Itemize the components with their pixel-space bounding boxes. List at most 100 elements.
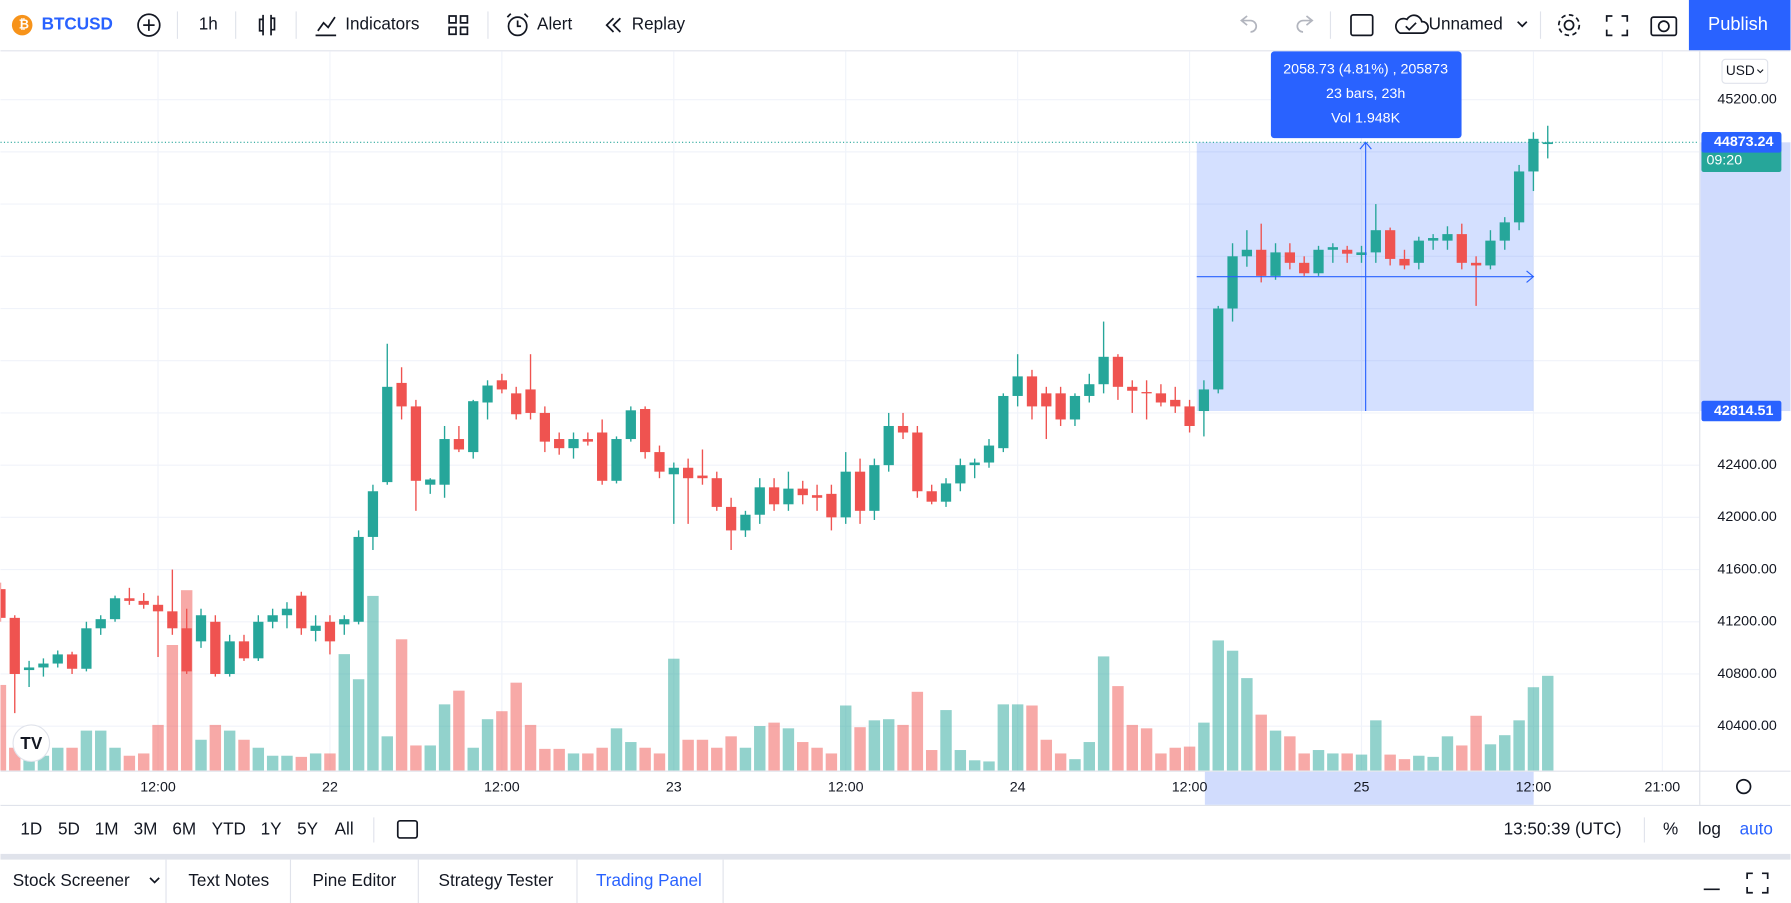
- fullscreen-toggle[interactable]: [1350, 13, 1374, 37]
- currency-button[interactable]: [1721, 58, 1769, 84]
- price-label-bg: [1701, 132, 1782, 153]
- interval[interactable]: 1h: [199, 15, 218, 34]
- volume-bar: [1069, 759, 1081, 771]
- volume-bar: [66, 747, 78, 771]
- candle-body: [109, 598, 121, 620]
- volume-bar: [1169, 747, 1181, 771]
- tv-logo[interactable]: [12, 724, 51, 763]
- candle-body: [1112, 356, 1124, 387]
- settings-icon[interactable]: [1563, 19, 1575, 31]
- candle-body: [811, 495, 823, 498]
- candle-body: [711, 478, 722, 507]
- volume-bar: [983, 761, 995, 771]
- layout-chevron[interactable]: [1517, 21, 1528, 28]
- candle-body: [611, 439, 622, 481]
- tab[interactable]: Stock Screener: [13, 871, 130, 890]
- volume-bar: [582, 753, 594, 771]
- candle-body: [940, 483, 952, 502]
- volume-bar: [1470, 715, 1482, 771]
- candle-body: [697, 475, 708, 479]
- axis-settings-icon[interactable]: [1735, 778, 1752, 795]
- chart-type-icon[interactable]: [258, 14, 276, 36]
- candle-body: [883, 425, 894, 466]
- redo-icon[interactable]: [1296, 15, 1314, 33]
- volume-bar: [1298, 753, 1310, 771]
- candle-body: [912, 432, 923, 492]
- candle-body: [124, 598, 135, 601]
- replay-icon[interactable]: [605, 17, 621, 33]
- candle-body: [439, 439, 450, 485]
- candle-body: [1313, 249, 1324, 274]
- y-tick-label: 41600.00: [1717, 561, 1777, 577]
- candle-body: [253, 621, 264, 659]
- settings-icon-gear: [1557, 13, 1581, 37]
- tab[interactable]: Text Notes: [188, 871, 269, 890]
- range-button[interactable]: 5Y: [297, 819, 319, 838]
- log-toggle[interactable]: log: [1698, 819, 1721, 838]
- symbol[interactable]: BTCUSD: [42, 15, 113, 34]
- range-button[interactable]: 1D: [20, 819, 42, 838]
- volume-bar: [1054, 753, 1067, 771]
- candle-body: [1342, 249, 1353, 254]
- panel-controls[interactable]: [1703, 872, 1769, 894]
- tab[interactable]: Strategy Tester: [439, 871, 554, 890]
- volume-bar: [1011, 704, 1024, 771]
- replay-button[interactable]: Replay: [632, 15, 686, 34]
- indicators-button[interactable]: Indicators: [345, 15, 419, 34]
- range-button[interactable]: 1M: [95, 819, 119, 838]
- candle-body: [869, 465, 880, 511]
- volume-bar: [223, 730, 236, 771]
- range-button[interactable]: 3M: [134, 819, 158, 838]
- candle-body: [1485, 240, 1496, 266]
- snapshot-icon[interactable]: [1650, 16, 1678, 37]
- candle-body: [1155, 393, 1167, 403]
- candle-body: [1299, 262, 1310, 274]
- volume-bar: [1226, 650, 1239, 771]
- volume-bar: [1097, 656, 1110, 771]
- volume-bar: [854, 727, 866, 771]
- candle-body: [1127, 386, 1138, 391]
- range-button[interactable]: 1Y: [261, 819, 283, 838]
- volume-bar: [1126, 724, 1138, 771]
- add-symbol-plus: [143, 19, 155, 31]
- publish-button[interactable]: Publish: [1708, 13, 1768, 34]
- candle-body: [1198, 389, 1210, 412]
- candle-body: [983, 445, 995, 463]
- candle-body: [353, 536, 364, 622]
- range-button[interactable]: 5D: [58, 819, 80, 838]
- fullscreen-icon[interactable]: [1605, 15, 1629, 37]
- volume-bar: [1083, 742, 1095, 771]
- candle-body: [1442, 234, 1453, 241]
- undo-icon[interactable]: [1240, 15, 1258, 33]
- volume-bar: [80, 730, 93, 771]
- auto-toggle[interactable]: auto: [1740, 819, 1773, 838]
- alert-icon[interactable]: [507, 16, 528, 37]
- currency-chevron: [1756, 69, 1764, 74]
- range-button[interactable]: 6M: [172, 819, 196, 838]
- tab[interactable]: Trading Panel: [596, 871, 702, 890]
- candle-body: [511, 393, 522, 415]
- alert-button[interactable]: Alert: [537, 15, 572, 34]
- currency[interactable]: USD: [1726, 63, 1755, 78]
- tab[interactable]: Pine Editor: [313, 871, 397, 890]
- add-symbol-icon[interactable]: [137, 13, 161, 37]
- goto-date-icon[interactable]: [396, 819, 419, 839]
- volume-bar: [180, 590, 193, 771]
- range-button[interactable]: All: [335, 819, 354, 838]
- publish-button-bg[interactable]: [1688, 0, 1791, 51]
- candle-body: [167, 611, 178, 629]
- volume-bar: [725, 736, 737, 771]
- layout-name[interactable]: Unnamed: [1429, 15, 1503, 34]
- candle-body: [1542, 142, 1553, 145]
- volume-bar: [940, 710, 952, 771]
- range-button[interactable]: YTD: [212, 819, 246, 838]
- candle-body: [425, 479, 436, 485]
- volume-bar: [1155, 753, 1167, 771]
- measure-tooltip-line: 23 bars, 23h: [1326, 86, 1405, 102]
- indicators-icon[interactable]: [315, 16, 337, 37]
- templates-icon[interactable]: [448, 15, 469, 36]
- volume-bar: [610, 728, 623, 771]
- percent-toggle[interactable]: %: [1663, 819, 1678, 838]
- volume-bar: [1312, 750, 1325, 771]
